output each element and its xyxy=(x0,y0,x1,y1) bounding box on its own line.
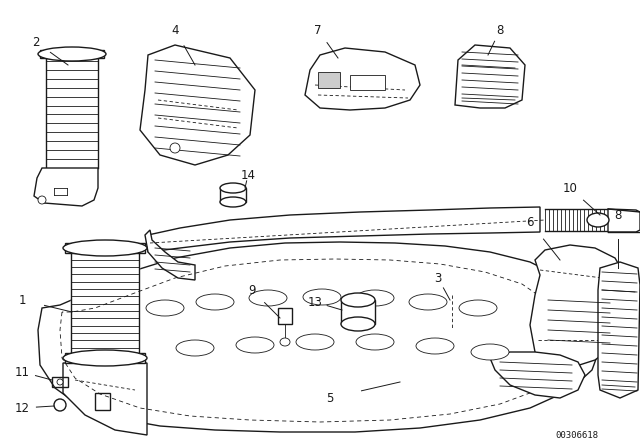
Ellipse shape xyxy=(280,338,290,346)
Text: 4: 4 xyxy=(172,23,179,36)
Polygon shape xyxy=(350,75,385,90)
Ellipse shape xyxy=(63,240,147,256)
Ellipse shape xyxy=(471,344,509,360)
Ellipse shape xyxy=(587,213,609,227)
Text: 2: 2 xyxy=(32,35,40,48)
Polygon shape xyxy=(46,52,98,168)
Text: 9: 9 xyxy=(248,284,256,297)
Polygon shape xyxy=(455,45,525,108)
Polygon shape xyxy=(608,209,640,232)
Ellipse shape xyxy=(220,183,246,193)
Ellipse shape xyxy=(409,294,447,310)
Circle shape xyxy=(170,143,180,153)
Circle shape xyxy=(57,379,63,385)
Polygon shape xyxy=(545,209,608,231)
Ellipse shape xyxy=(356,290,394,306)
Ellipse shape xyxy=(220,197,246,207)
Circle shape xyxy=(54,399,66,411)
Ellipse shape xyxy=(341,293,375,307)
Text: 1: 1 xyxy=(19,293,26,306)
Text: 13: 13 xyxy=(308,296,323,309)
Polygon shape xyxy=(63,363,147,435)
Text: 14: 14 xyxy=(241,168,255,181)
Polygon shape xyxy=(34,168,98,206)
Text: 3: 3 xyxy=(435,271,442,284)
Polygon shape xyxy=(318,72,340,88)
Ellipse shape xyxy=(249,290,287,306)
Polygon shape xyxy=(65,243,145,253)
Ellipse shape xyxy=(146,300,184,316)
Ellipse shape xyxy=(176,340,214,356)
Polygon shape xyxy=(148,207,540,252)
Polygon shape xyxy=(71,245,139,355)
Polygon shape xyxy=(65,353,145,363)
Polygon shape xyxy=(490,352,585,398)
Text: 00306618: 00306618 xyxy=(555,431,598,440)
Text: 10: 10 xyxy=(563,181,577,194)
Text: 8: 8 xyxy=(614,208,621,221)
Ellipse shape xyxy=(236,337,274,353)
Text: 6: 6 xyxy=(526,215,534,228)
Text: 5: 5 xyxy=(326,392,333,405)
Ellipse shape xyxy=(296,334,334,350)
Polygon shape xyxy=(341,300,375,324)
Polygon shape xyxy=(530,245,625,368)
Text: 8: 8 xyxy=(496,23,504,36)
Ellipse shape xyxy=(459,300,497,316)
Ellipse shape xyxy=(38,47,106,61)
Circle shape xyxy=(38,196,46,204)
Text: 11: 11 xyxy=(15,366,29,379)
Ellipse shape xyxy=(341,317,375,331)
Polygon shape xyxy=(220,188,246,202)
Text: 7: 7 xyxy=(314,23,322,36)
Ellipse shape xyxy=(416,338,454,354)
Polygon shape xyxy=(140,45,255,165)
Text: 12: 12 xyxy=(15,401,29,414)
Polygon shape xyxy=(305,48,420,110)
Ellipse shape xyxy=(356,334,394,350)
Ellipse shape xyxy=(63,350,147,366)
Polygon shape xyxy=(38,242,600,432)
Ellipse shape xyxy=(303,289,341,305)
Polygon shape xyxy=(598,262,640,398)
Ellipse shape xyxy=(196,294,234,310)
Polygon shape xyxy=(145,230,195,280)
Polygon shape xyxy=(40,50,104,58)
